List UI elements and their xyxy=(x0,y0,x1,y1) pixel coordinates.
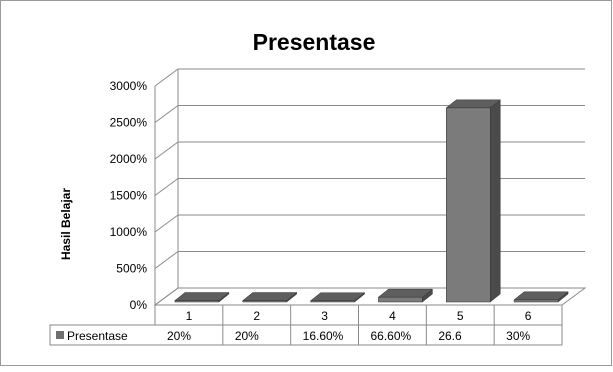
bar-front xyxy=(378,296,423,303)
bar-top xyxy=(445,99,501,109)
bar xyxy=(242,292,298,303)
x-tick-label: 4 xyxy=(389,309,396,323)
bar xyxy=(174,292,230,303)
gridline-side xyxy=(154,141,179,160)
y-tick-label: 500% xyxy=(116,262,147,276)
legend-label: Presentase xyxy=(67,329,128,343)
data-label: 20% xyxy=(167,329,191,343)
bar xyxy=(513,291,569,303)
y-tick-label: 0% xyxy=(130,298,148,312)
bar-top xyxy=(513,291,569,301)
bar-top xyxy=(377,288,434,298)
bar-top xyxy=(309,292,366,302)
y-tick-label: 2000% xyxy=(110,152,148,166)
bars xyxy=(174,99,569,303)
data-label: 20% xyxy=(235,329,259,343)
x-tick-label: 6 xyxy=(525,309,532,323)
gridline-side xyxy=(154,178,179,196)
data-label: 30% xyxy=(506,329,530,343)
gridline-side xyxy=(154,105,179,123)
x-tick-label: 3 xyxy=(321,309,328,323)
bar-top xyxy=(174,292,230,301)
data-label: 26.6 xyxy=(438,329,462,343)
y-tick-label: 2500% xyxy=(110,116,148,130)
x-tick-label: 2 xyxy=(253,309,260,323)
y-tick-label: 1000% xyxy=(110,225,148,239)
data-label: 16.60% xyxy=(303,329,344,343)
bar-top xyxy=(242,292,298,301)
bar xyxy=(445,99,501,303)
y-axis: 0% 500% 1000% 1500% 2000% 2500% 3000% xyxy=(110,79,148,312)
y-axis-label: Hasil Belajar xyxy=(59,188,73,260)
table-data-row xyxy=(49,324,563,346)
gridline-side xyxy=(154,251,179,269)
chart-title: Presentase xyxy=(253,29,376,55)
bar-front xyxy=(513,299,559,303)
legend-key xyxy=(56,331,64,339)
bar-front xyxy=(446,107,491,303)
gridline-side xyxy=(154,214,179,233)
gridline-side xyxy=(154,68,179,87)
y-tick-label: 1500% xyxy=(110,189,148,203)
bar-side xyxy=(490,99,501,303)
y-tick-label: 3000% xyxy=(110,79,148,93)
bar xyxy=(309,292,366,303)
x-tick-label: 5 xyxy=(457,309,464,323)
data-table: 1 2 3 4 5 6 Presentase 20% 20% 16.60% 66.60% 26.6 30… xyxy=(49,304,563,346)
x-tick-label: 1 xyxy=(186,309,193,323)
gridlines xyxy=(153,68,587,306)
bar xyxy=(377,288,434,303)
data-label: 66.60% xyxy=(371,329,412,343)
